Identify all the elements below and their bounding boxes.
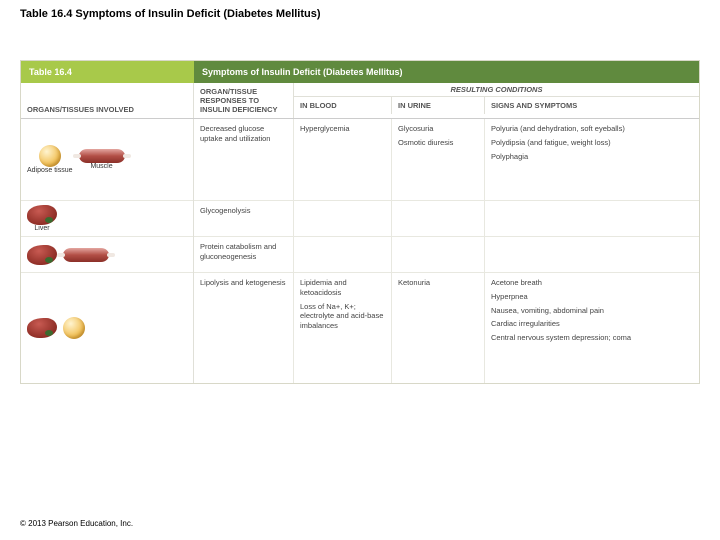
table-row: Decreased glucose uptake and utilization… — [194, 119, 699, 201]
copyright-footer: © 2013 Pearson Education, Inc. — [20, 519, 133, 528]
table-row: Lipolysis and ketogenesis Lipidemia and … — [194, 273, 699, 383]
table-number-cell: Table 16.4 — [21, 61, 194, 83]
cell-signs: Polyuria (and dehydration, soft eyeballs… — [485, 119, 699, 200]
cell-line: Cardiac irregularities — [491, 319, 693, 329]
cell-line: Polydipsia (and fatigue, weight loss) — [491, 138, 693, 148]
col-header-blood: IN BLOOD — [294, 97, 392, 114]
cell-line: Hyperpnea — [491, 292, 693, 302]
cell-line: Loss of Na+, K+; electrolyte and acid-ba… — [300, 302, 385, 331]
cell-signs — [485, 201, 699, 236]
liver-icon — [27, 318, 57, 338]
organ-row — [21, 273, 193, 383]
cell-blood: Lipidemia and ketoacidosis Loss of Na+, … — [294, 273, 392, 383]
col-header-resulting: RESULTING CONDITIONS — [294, 83, 699, 97]
cell-urine: Glycosuria Osmotic diuresis — [392, 119, 485, 200]
subheader-row: ORGANS/TISSUES INVOLVED ORGAN/TISSUE RES… — [21, 83, 699, 119]
organ-cell-muscle: Muscle — [79, 149, 125, 170]
table-row: Glycogenolysis — [194, 201, 699, 237]
adipose-icon — [63, 317, 85, 339]
organ-label: Muscle — [90, 163, 112, 170]
organ-cell-liver — [27, 318, 57, 338]
organ-row: Adipose tissue Muscle — [21, 119, 193, 201]
cell-urine — [392, 201, 485, 236]
organ-cell-adipose — [63, 317, 85, 339]
cell-blood — [294, 237, 392, 272]
organ-label: Adipose tissue — [27, 167, 73, 174]
organ-cell-adipose: Adipose tissue — [27, 145, 73, 174]
table-body: Adipose tissue Muscle Liver — [21, 119, 699, 383]
cell-signs: Acetone breath Hyperpnea Nausea, vomitin… — [485, 273, 699, 383]
cell-response: Lipolysis and ketogenesis — [194, 273, 294, 383]
cell-urine: Ketonuria — [392, 273, 485, 383]
cell-line: Polyuria (and dehydration, soft eyeballs… — [491, 124, 693, 134]
cell-urine — [392, 237, 485, 272]
muscle-icon — [79, 149, 125, 163]
cell-blood — [294, 201, 392, 236]
cell-response: Glycogenolysis — [194, 201, 294, 236]
cell-line: Central nervous system depression; coma — [491, 333, 693, 343]
col-header-response: ORGAN/TISSUE RESPONSES TO INSULIN DEFICI… — [194, 83, 294, 118]
organ-cell-liver: Liver — [27, 205, 57, 232]
col-header-organs: ORGANS/TISSUES INVOLVED — [21, 83, 194, 118]
cell-signs — [485, 237, 699, 272]
table-row: Protein catabolism and gluconeogenesis — [194, 237, 699, 273]
liver-icon — [27, 205, 57, 225]
organ-cell-liver — [27, 245, 57, 265]
cell-response: Decreased glucose uptake and utilization — [194, 119, 294, 200]
cell-response: Protein catabolism and gluconeogenesis — [194, 237, 294, 272]
page-title: Table 16.4 Symptoms of Insulin Deficit (… — [20, 8, 700, 20]
table-title-cell: Symptoms of Insulin Deficit (Diabetes Me… — [194, 61, 699, 83]
cell-line: Osmotic diuresis — [398, 138, 478, 148]
muscle-icon — [63, 248, 109, 262]
liver-icon — [27, 245, 57, 265]
cell-line: Nausea, vomiting, abdominal pain — [491, 306, 693, 316]
cell-line: Lipidemia and ketoacidosis — [300, 278, 385, 298]
organ-cell-muscle — [63, 248, 109, 262]
col-header-signs: SIGNS AND SYMPTOMS — [485, 97, 699, 114]
cell-line: Acetone breath — [491, 278, 693, 288]
table: Table 16.4 Symptoms of Insulin Deficit (… — [20, 60, 700, 384]
col-header-resulting-group: RESULTING CONDITIONS IN BLOOD IN URINE S… — [294, 83, 699, 118]
data-column-group: Decreased glucose uptake and utilization… — [194, 119, 699, 383]
cell-blood: Hyperglycemia — [294, 119, 392, 200]
cell-line: Glycosuria — [398, 124, 478, 134]
table-header-row: Table 16.4 Symptoms of Insulin Deficit (… — [21, 61, 699, 83]
organ-label: Liver — [34, 225, 49, 232]
organs-column: Adipose tissue Muscle Liver — [21, 119, 194, 383]
organ-row — [21, 237, 193, 273]
adipose-icon — [39, 145, 61, 167]
col-header-urine: IN URINE — [392, 97, 485, 114]
cell-line: Polyphagia — [491, 152, 693, 162]
organ-row: Liver — [21, 201, 193, 237]
